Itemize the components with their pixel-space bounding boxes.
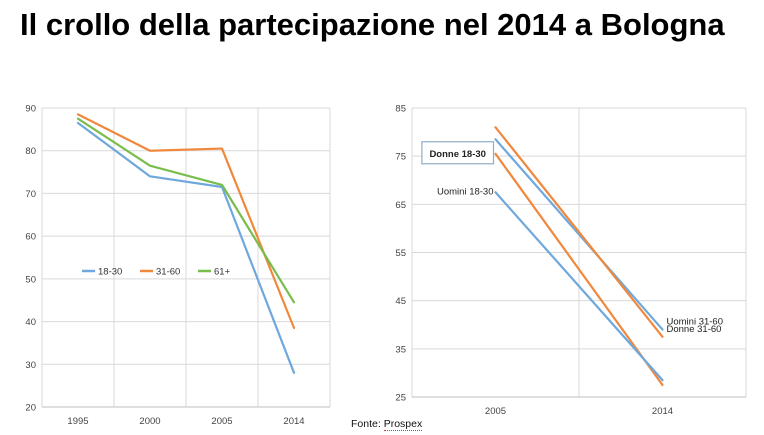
source-prefix: Fonte: bbox=[351, 418, 384, 430]
y-tick-label: 35 bbox=[395, 344, 406, 355]
series-label-uomini-31-60: Uomini 31-60 bbox=[667, 317, 724, 328]
y-tick-label: 25 bbox=[395, 393, 406, 404]
series-line-31-60 bbox=[76, 113, 296, 330]
series-line-uomini-18-30 bbox=[494, 191, 664, 382]
x-tick-label: 1995 bbox=[67, 416, 88, 427]
y-tick-label: 50 bbox=[25, 274, 36, 285]
y-tick-label: 85 bbox=[395, 104, 406, 115]
x-tick-label: 2000 bbox=[139, 416, 160, 427]
label-box-donne-18-30 bbox=[421, 141, 495, 165]
legend-label-18-30: 18-30 bbox=[98, 267, 122, 278]
y-tick-label: 60 bbox=[25, 232, 36, 243]
page-title: Il crollo della partecipazione nel 2014 … bbox=[20, 7, 725, 42]
source-note: Fonte: Prospex bbox=[351, 418, 423, 431]
left-line-chart: 20 30 40 50 60 70 80 90 1995 2000 2005 2014 18-30 31-… bbox=[25, 104, 331, 427]
y-tick-label: 20 bbox=[25, 403, 36, 414]
series-line-61plus bbox=[76, 117, 296, 304]
x-tick-label: 2005 bbox=[211, 416, 232, 427]
y-tick-label: 45 bbox=[395, 296, 406, 307]
series-label-uomini-18-30: Uomini 18-30 bbox=[437, 186, 494, 197]
y-tick-label: 90 bbox=[25, 104, 36, 115]
legend-label-31-60: 31-60 bbox=[156, 267, 180, 278]
y-tick-label: 55 bbox=[395, 248, 406, 259]
y-tick-label: 80 bbox=[25, 146, 36, 157]
legend-label-61plus: 61+ bbox=[214, 267, 231, 278]
x-tick-label: 2014 bbox=[652, 406, 673, 417]
right-line-chart: 25 35 45 55 65 75 85 2005 2014 Donne 18-30 Uomini … bbox=[395, 104, 747, 417]
y-tick-label: 40 bbox=[25, 317, 36, 328]
y-tick-label: 70 bbox=[25, 189, 36, 200]
y-tick-label: 30 bbox=[25, 360, 36, 371]
y-tick-label: 75 bbox=[395, 152, 406, 163]
y-tick-label: 65 bbox=[395, 200, 406, 211]
source-name: Prospex bbox=[383, 418, 423, 431]
x-tick-label: 2005 bbox=[485, 406, 506, 417]
series-label-donne-18-30: Donne 18-30 bbox=[429, 149, 486, 160]
series-line-18-30 bbox=[76, 121, 296, 374]
series-line-donne-18-30 bbox=[494, 152, 664, 387]
series-label-donne-31-60: Donne 31-60 bbox=[667, 324, 722, 335]
series-line-uomini-31-60 bbox=[494, 138, 664, 331]
series-line-donne-31-60 bbox=[494, 126, 664, 338]
x-tick-label: 2014 bbox=[283, 416, 304, 427]
